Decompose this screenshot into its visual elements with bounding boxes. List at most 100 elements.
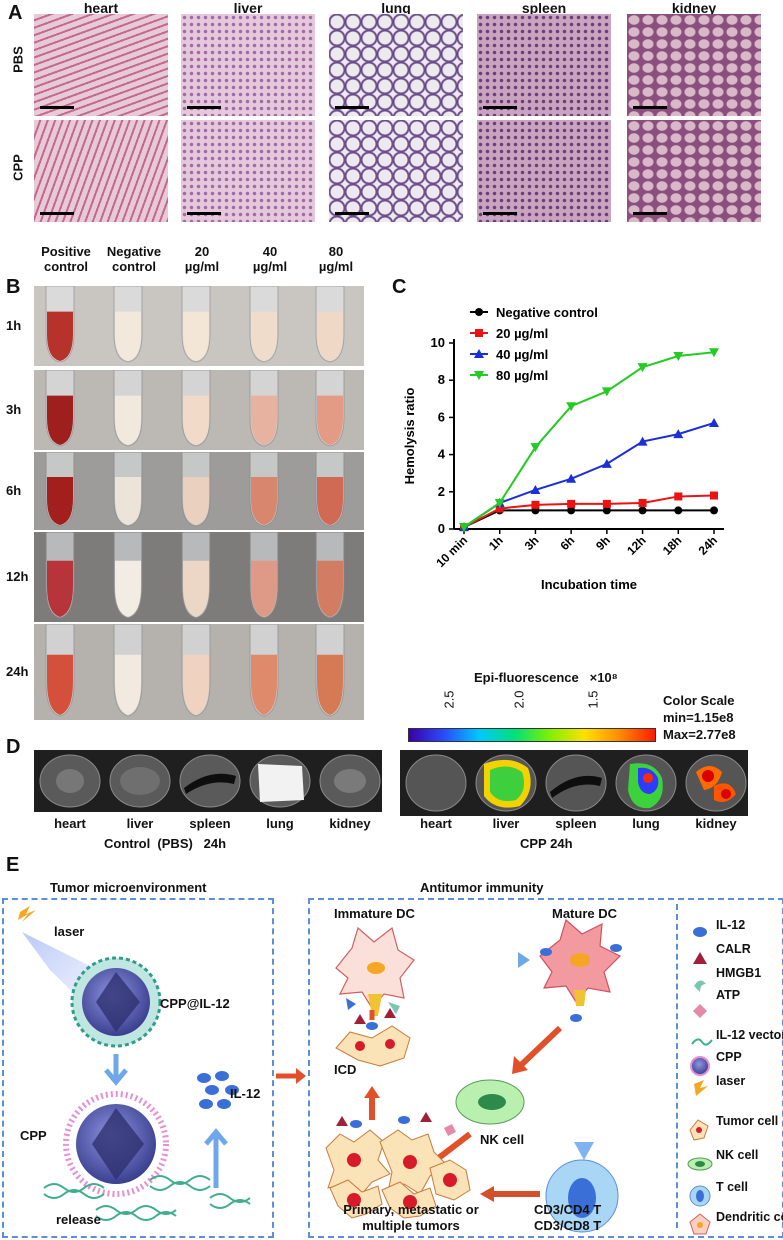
tumors-line2: multiple tumors bbox=[362, 1218, 460, 1233]
data-point bbox=[710, 491, 718, 500]
scale-bar bbox=[633, 212, 667, 215]
test-tube bbox=[181, 532, 211, 619]
x-tick-label: 6h bbox=[557, 533, 577, 553]
time-row-label: 1h bbox=[6, 318, 22, 333]
histology-image bbox=[181, 14, 315, 116]
tube-header-line1: Negative bbox=[106, 244, 162, 259]
scale-bar bbox=[40, 212, 74, 215]
tube-column-header: Negative control bbox=[98, 244, 170, 274]
data-point bbox=[567, 506, 576, 515]
time-row-label: 12h bbox=[6, 569, 29, 584]
color-scale-min: min=1.15e8 bbox=[663, 710, 734, 725]
legend-label: Negative control bbox=[496, 305, 598, 320]
tube-photo-row bbox=[34, 370, 364, 450]
histology-image bbox=[34, 14, 168, 116]
il12-cluster bbox=[197, 1071, 239, 1109]
y-tick-label: 6 bbox=[438, 409, 445, 424]
test-tube bbox=[249, 370, 279, 447]
tube-header-line2: µg/ml bbox=[184, 259, 220, 274]
panel-a-label: A bbox=[8, 2, 23, 24]
data-point bbox=[530, 484, 541, 494]
mature-dc bbox=[539, 918, 622, 1022]
t-cell-line2: CD3/CD8 T bbox=[534, 1218, 602, 1233]
histology-image bbox=[477, 120, 611, 222]
panel-b-label: B bbox=[6, 276, 21, 298]
legend-divider bbox=[676, 904, 678, 1228]
control-organ-image bbox=[39, 754, 381, 808]
histology-image bbox=[329, 120, 463, 222]
t-cell-shape bbox=[545, 1159, 619, 1233]
tube-header-line2: µg/ml bbox=[252, 259, 288, 274]
legend-label: 20 µg/ml bbox=[496, 326, 548, 341]
data-point bbox=[567, 499, 576, 508]
x-tick-label: 12h bbox=[624, 533, 649, 558]
row-label-pbs: PBS bbox=[10, 46, 26, 73]
laser-text: laser bbox=[54, 924, 85, 939]
tube-header-line1: Positive bbox=[41, 244, 91, 259]
data-point bbox=[475, 308, 483, 316]
scale-tick: 2.0 bbox=[511, 690, 527, 709]
cpp-text: CPP bbox=[20, 1128, 47, 1143]
data-point bbox=[637, 436, 648, 446]
tumors-text: Primary, metastatic or multiple tumors bbox=[320, 1202, 502, 1234]
x-tick-label: 18h bbox=[660, 533, 685, 558]
data-point bbox=[638, 506, 647, 515]
test-tube bbox=[315, 624, 345, 717]
control-organ-label: spleen bbox=[189, 816, 231, 831]
series-line bbox=[463, 494, 715, 529]
cpp-organ-image bbox=[405, 754, 747, 812]
legend-item: IL-12 bbox=[716, 918, 746, 932]
il12-vector-strands bbox=[43, 1175, 251, 1221]
tube-photo-row bbox=[34, 286, 364, 366]
x-tick-label: 9h bbox=[593, 533, 613, 553]
icd-cluster bbox=[335, 1008, 411, 1067]
legend-item: HMGB1 bbox=[716, 966, 762, 980]
immature-dc bbox=[335, 926, 415, 1016]
scale-title-text: Epi-fluorescence bbox=[474, 670, 579, 685]
legend-item: CPP bbox=[716, 1050, 742, 1064]
x-tick-label: 3h bbox=[522, 533, 542, 553]
color-scale-bar bbox=[408, 728, 656, 742]
legend-label: 80 µg/ml bbox=[496, 368, 548, 383]
test-tube bbox=[181, 452, 211, 527]
mechanism-diagram bbox=[18, 906, 713, 1235]
control-organ-label: lung bbox=[266, 816, 294, 831]
nk-cell-text: NK cell bbox=[480, 1132, 525, 1147]
time-row-label: 6h bbox=[6, 483, 22, 498]
histology-image bbox=[627, 14, 761, 116]
test-tube bbox=[181, 624, 211, 717]
scale-bar bbox=[335, 106, 369, 109]
y-tick-label: 2 bbox=[438, 484, 445, 499]
data-point bbox=[475, 329, 483, 337]
x-tick-label: 10 min bbox=[433, 533, 470, 570]
test-tube bbox=[249, 452, 279, 527]
series-line bbox=[463, 509, 714, 529]
series-line bbox=[463, 422, 715, 528]
data-point bbox=[709, 417, 719, 427]
t-cell-text: CD3/CD4 T CD3/CD8 T bbox=[534, 1202, 601, 1234]
tumor-cluster bbox=[325, 1112, 471, 1219]
scale-bar bbox=[483, 106, 517, 109]
x-tick-label: 1h bbox=[486, 533, 506, 553]
tube-photo-row bbox=[34, 452, 364, 530]
data-point bbox=[602, 506, 611, 515]
data-point bbox=[673, 352, 684, 362]
control-organ-label: liver bbox=[126, 816, 154, 831]
data-point bbox=[673, 429, 684, 439]
control-caption: Control (PBS) 24h bbox=[104, 836, 227, 851]
il12-text: IL-12 bbox=[230, 1086, 261, 1101]
test-tube bbox=[315, 286, 345, 363]
cpp-caption: CPP 24h bbox=[520, 836, 573, 851]
scale-title: Epi-fluorescence ×10⁸ bbox=[474, 670, 618, 685]
scale-unit: ×10⁸ bbox=[589, 670, 618, 685]
cpp-il12-text: CPP@IL-12 bbox=[160, 996, 230, 1011]
legend-item: Tumor cell bbox=[716, 1114, 779, 1128]
mature-dc-text: Mature DC bbox=[552, 906, 618, 921]
x-tick-label: 24h bbox=[696, 533, 721, 558]
color-scale-legend: Color Scale min=1.15e8 Max=2.77e8 bbox=[663, 692, 736, 743]
test-tube bbox=[45, 452, 75, 527]
legend-item: ATP bbox=[716, 988, 741, 1002]
legend-item: laser bbox=[716, 1074, 746, 1088]
cpp-organ-label: spleen bbox=[555, 816, 597, 831]
hemolysis-line-chart: 0 2 4 6 8 10 10 min 1h 3h 6h 9h 12h 18h 24h Incubation… bbox=[402, 305, 724, 592]
